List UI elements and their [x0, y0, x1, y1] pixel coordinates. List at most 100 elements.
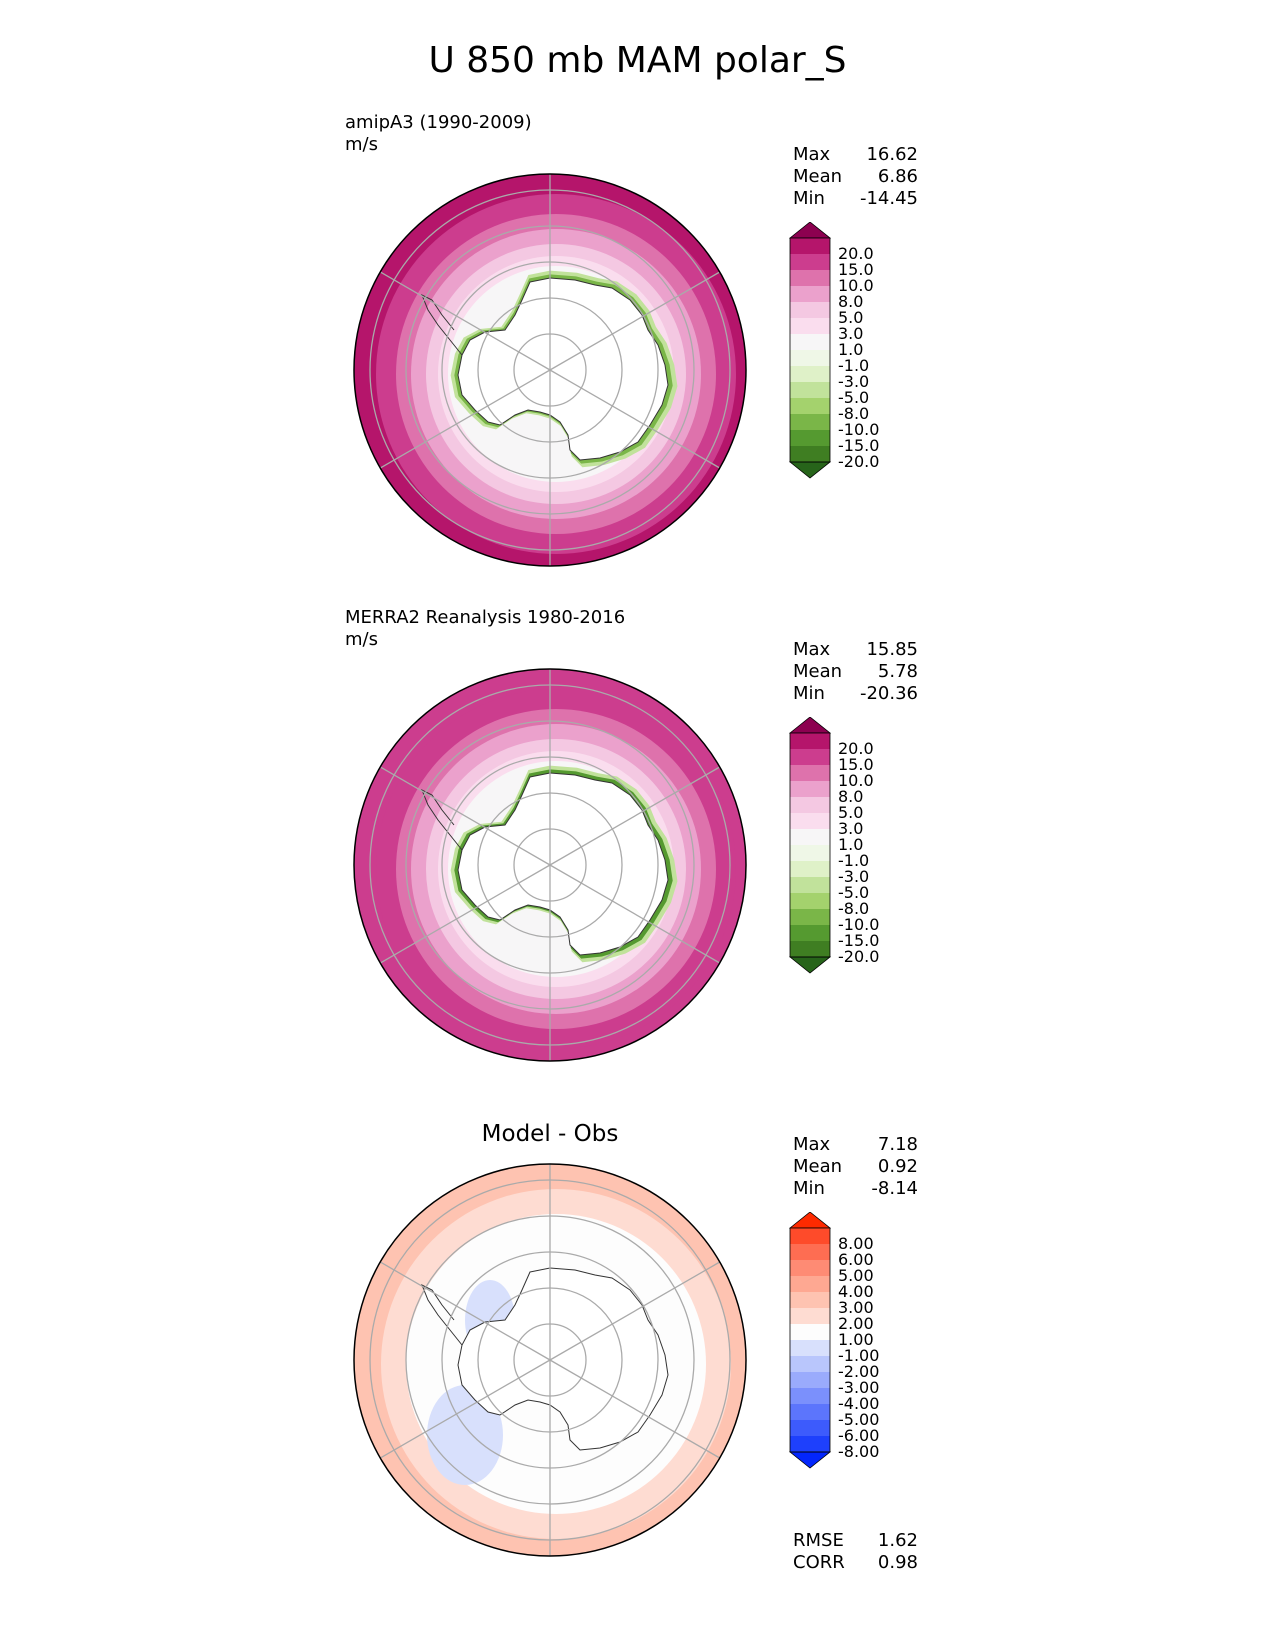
colorbar-segment	[790, 1388, 830, 1404]
colorbar-segment	[790, 1372, 830, 1388]
colorbar-segment	[790, 286, 830, 302]
colorbar-tick-label: 3.0	[838, 324, 864, 343]
colorbar-tick-label: -6.00	[838, 1426, 880, 1445]
colorbar-segment	[790, 829, 830, 845]
colorbar-segment	[790, 1436, 830, 1452]
colorbar-tick-label: -10.0	[838, 420, 880, 439]
colorbar-tick-label: -15.0	[838, 931, 880, 950]
colorbar-tick-label: 3.0	[838, 819, 864, 838]
colorbar-tick-label: 8.0	[838, 292, 864, 311]
colorbar-tick-label: -5.0	[838, 388, 870, 407]
stat-corr: CORR 0.98	[793, 1552, 918, 1573]
colorbar	[788, 222, 832, 479]
colorbar-segment	[790, 1276, 830, 1292]
colorbar-tick-label: -2.00	[838, 1362, 880, 1381]
meridian-gridline	[379, 1261, 551, 1361]
colorbar-tick-label: 20.0	[838, 739, 874, 758]
peninsula-coastline	[421, 293, 463, 356]
polar-map	[353, 173, 747, 567]
map-boundary	[353, 668, 747, 1062]
colorbar-tick-label: -3.0	[838, 867, 870, 886]
colorbar-segment	[790, 1244, 830, 1260]
map-boundary	[353, 173, 747, 567]
colorbar-tick-label: 5.0	[838, 308, 864, 327]
stat-min: Min -8.14	[793, 1178, 918, 1199]
colorbar-extend-max	[788, 222, 832, 239]
colorbar-segment	[790, 1292, 830, 1308]
colorbar-segment	[790, 366, 830, 382]
colorbar-tick-label: 5.00	[838, 1266, 874, 1285]
colorbar-tick-label: 10.0	[838, 276, 874, 295]
colorbar-segment	[790, 749, 830, 765]
map-boundary	[353, 1163, 747, 1557]
units-label: m/s	[345, 629, 378, 650]
map-field	[354, 669, 746, 1061]
stat-mean: Mean 5.78	[793, 661, 918, 682]
colorbar-segment	[790, 238, 830, 254]
colorbar-tick-label: -5.0	[838, 883, 870, 902]
colorbar-tick-label: 1.0	[838, 835, 864, 854]
colorbar-tick-label: 15.0	[838, 755, 874, 774]
map-field	[354, 1164, 746, 1556]
colorbar-segment	[790, 318, 830, 334]
stats-box: Max 16.62 Mean 6.86 Min -14.45	[793, 144, 918, 210]
colorbar-segment	[790, 925, 830, 941]
colorbar-frame	[789, 1227, 831, 1453]
meridian-gridline	[379, 864, 551, 964]
map-field	[354, 174, 746, 566]
colorbar	[788, 1212, 832, 1469]
colorbar-extend-max	[788, 1212, 832, 1229]
colorbar-tick-label: -5.00	[838, 1410, 880, 1429]
meridian-gridline	[549, 1359, 721, 1459]
colorbar-segment	[790, 845, 830, 861]
units-label: m/s	[345, 134, 378, 155]
colorbar-segment	[790, 1228, 830, 1244]
colorbar-segment	[790, 398, 830, 414]
peninsula-coastline	[421, 1283, 463, 1346]
colorbar-segment	[790, 254, 830, 270]
colorbar	[788, 717, 832, 974]
meridian-gridline	[549, 766, 721, 866]
antarctica-coastline	[457, 277, 669, 461]
colorbar-segment	[790, 382, 830, 398]
colorbar-segment	[790, 270, 830, 286]
colorbar-segment	[790, 1308, 830, 1324]
colorbar-segment	[790, 414, 830, 430]
colorbar-tick-label: 6.00	[838, 1250, 874, 1269]
colorbar-segment	[790, 813, 830, 829]
antarctica-coastline	[457, 772, 669, 956]
colorbar-tick-label: 1.0	[838, 340, 864, 359]
colorbar-tick-label: 4.00	[838, 1282, 874, 1301]
stat-mean: Mean 6.86	[793, 166, 918, 187]
colorbar-tick-label: -1.00	[838, 1346, 880, 1365]
figure-title: U 850 mb MAM polar_S	[428, 40, 847, 81]
colorbar-extend-max	[788, 717, 832, 734]
meridian-gridline	[549, 271, 721, 371]
colorbar-frame	[789, 732, 831, 958]
stat-min: Min -20.36	[793, 683, 918, 704]
meridian-gridline	[379, 271, 551, 371]
colorbar-tick-label: -10.0	[838, 915, 880, 934]
meridian-gridline	[549, 369, 721, 469]
polar-map	[353, 668, 747, 1062]
meridian-gridline	[379, 766, 551, 866]
colorbar-segment	[790, 1404, 830, 1420]
colorbar-segment	[790, 350, 830, 366]
stat-min: Min -14.45	[793, 188, 918, 209]
colorbar-segment	[790, 302, 830, 318]
colorbar-tick-label: -1.0	[838, 356, 870, 375]
colorbar-segment	[790, 781, 830, 797]
stat-max: Max 15.85	[793, 639, 918, 660]
colorbar-tick-label: -4.00	[838, 1394, 880, 1413]
colorbar-segment	[790, 941, 830, 957]
colorbar-segment	[790, 1420, 830, 1436]
colorbar-segment	[790, 877, 830, 893]
meridian-gridline	[379, 1359, 551, 1459]
stat-rmse: RMSE 1.62	[793, 1530, 918, 1551]
colorbar-segment	[790, 909, 830, 925]
colorbar-segment	[790, 733, 830, 749]
colorbar-segment	[790, 1260, 830, 1276]
colorbar-tick-label: 8.00	[838, 1234, 874, 1253]
colorbar-tick-label: 8.0	[838, 787, 864, 806]
colorbar-tick-label: 3.00	[838, 1298, 874, 1317]
